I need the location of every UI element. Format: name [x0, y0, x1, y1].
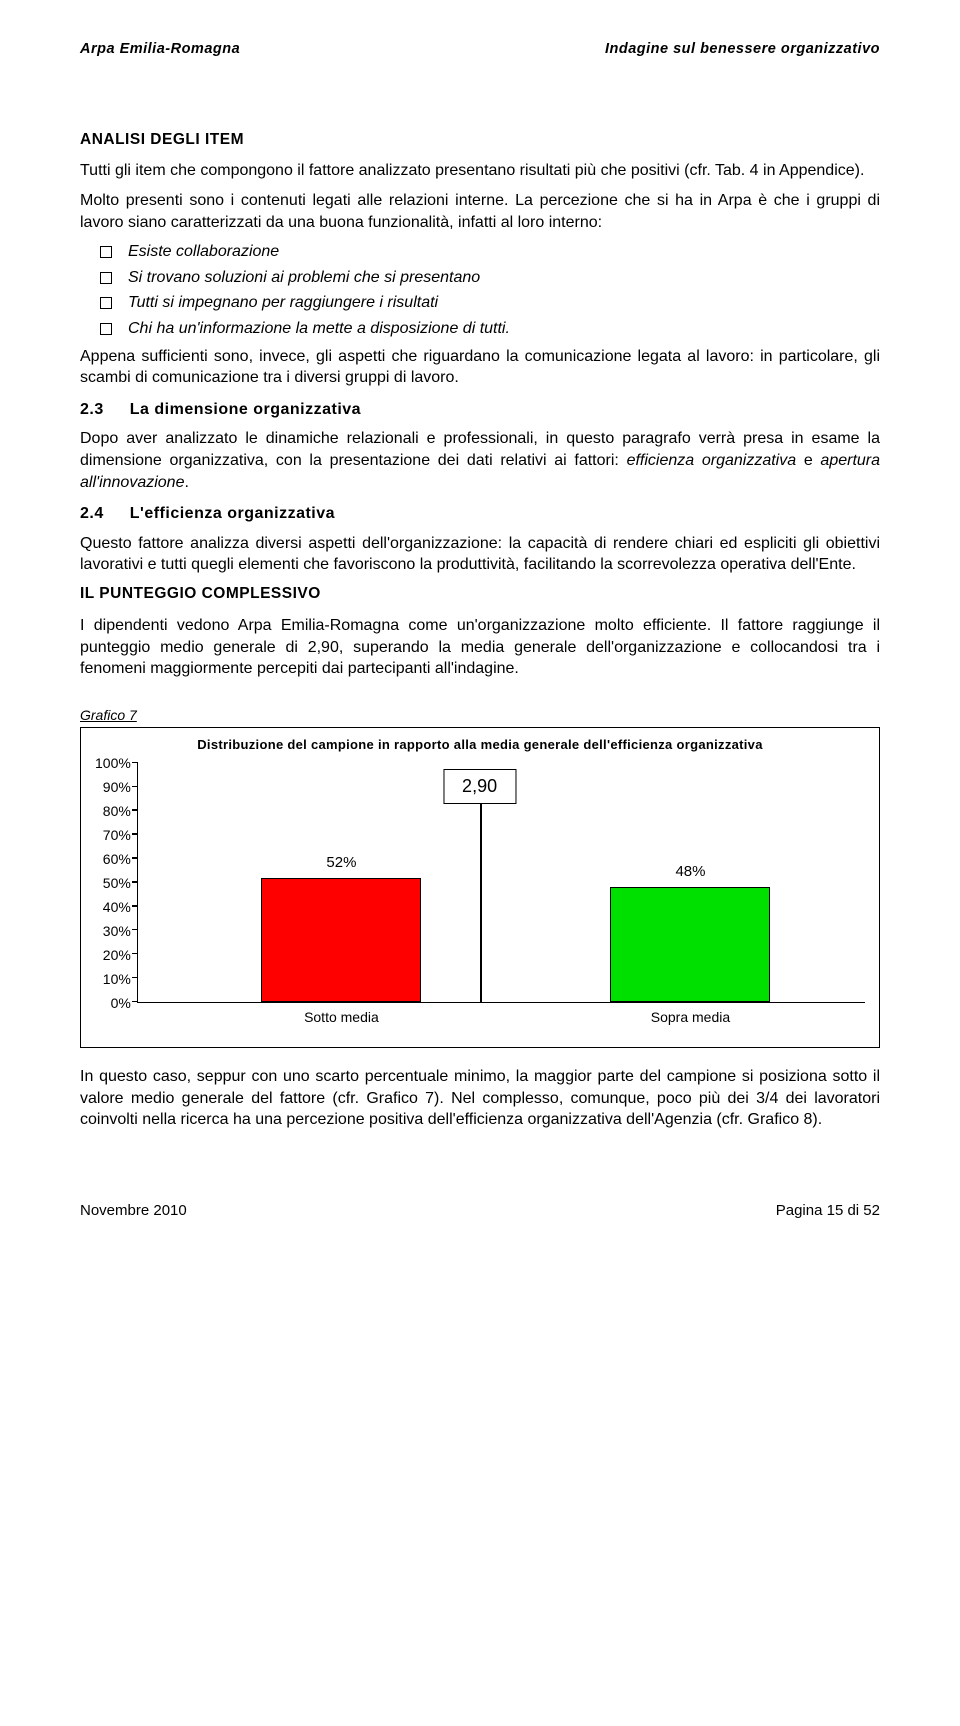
- list-item: Esiste collaborazione: [100, 241, 880, 263]
- section-title: L'efficienza organizzativa: [130, 505, 335, 522]
- chart-area: 100%90%80%70%60%50%40%30%20%10%0% 52%Sot…: [95, 763, 865, 1003]
- chart-label: Grafico 7: [80, 706, 880, 725]
- header-right: Indagine sul benessere organizzativo: [605, 40, 880, 60]
- section-title: La dimensione organizzativa: [130, 401, 361, 418]
- mean-line: [480, 804, 482, 1002]
- category-label: Sotto media: [304, 1008, 379, 1027]
- text: .: [184, 474, 188, 491]
- para: Molto presenti sono i contenuti legati a…: [80, 190, 880, 233]
- page-footer: Novembre 2010 Pagina 15 di 52: [80, 1201, 880, 1221]
- chart-title: Distribuzione del campione in rapporto a…: [95, 736, 865, 754]
- section-number: 2.4: [80, 503, 104, 525]
- text: e: [796, 452, 820, 469]
- section-heading-analisi: ANALISI DEGLI ITEM: [80, 130, 880, 151]
- footer-left: Novembre 2010: [80, 1201, 187, 1221]
- para: Dopo aver analizzato le dinamiche relazi…: [80, 428, 880, 493]
- chart-container: Distribuzione del campione in rapporto a…: [80, 727, 880, 1049]
- section-heading-2-4: 2.4 L'efficienza organizzativa: [80, 503, 880, 525]
- para: Questo fattore analizza diversi aspetti …: [80, 533, 880, 576]
- bullet-list: Esiste collaborazione Si trovano soluzio…: [100, 241, 880, 339]
- chart-bar: [261, 878, 421, 1002]
- list-item: Tutti si impegnano per raggiungere i ris…: [100, 292, 880, 314]
- section-heading-2-3: 2.3 La dimensione organizzativa: [80, 399, 880, 421]
- y-axis: 100%90%80%70%60%50%40%30%20%10%0%: [95, 763, 131, 1003]
- footer-right: Pagina 15 di 52: [776, 1201, 880, 1221]
- page-header: Arpa Emilia-Romagna Indagine sul benesse…: [80, 40, 880, 60]
- para: I dipendenti vedono Arpa Emilia-Romagna …: [80, 615, 880, 680]
- bar-value-label: 48%: [675, 862, 705, 882]
- list-item: Si trovano soluzioni ai problemi che si …: [100, 267, 880, 289]
- text-italic: efficienza organizzativa: [627, 452, 797, 469]
- section-heading-punteggio: IL PUNTEGGIO COMPLESSIVO: [80, 584, 880, 605]
- category-label: Sopra media: [651, 1008, 730, 1027]
- list-item: Chi ha un'informazione la mette a dispos…: [100, 318, 880, 340]
- chart-plot: 52%Sotto media48%Sopra media2,90: [137, 763, 865, 1003]
- para: Tutti gli item che compongono il fattore…: [80, 160, 880, 182]
- section-number: 2.3: [80, 399, 104, 421]
- header-left: Arpa Emilia-Romagna: [80, 40, 240, 60]
- para: Appena sufficienti sono, invece, gli asp…: [80, 346, 880, 389]
- mean-value-box: 2,90: [443, 769, 516, 803]
- chart-bar: [610, 887, 770, 1002]
- para: In questo caso, seppur con uno scarto pe…: [80, 1066, 880, 1131]
- bar-value-label: 52%: [326, 853, 356, 873]
